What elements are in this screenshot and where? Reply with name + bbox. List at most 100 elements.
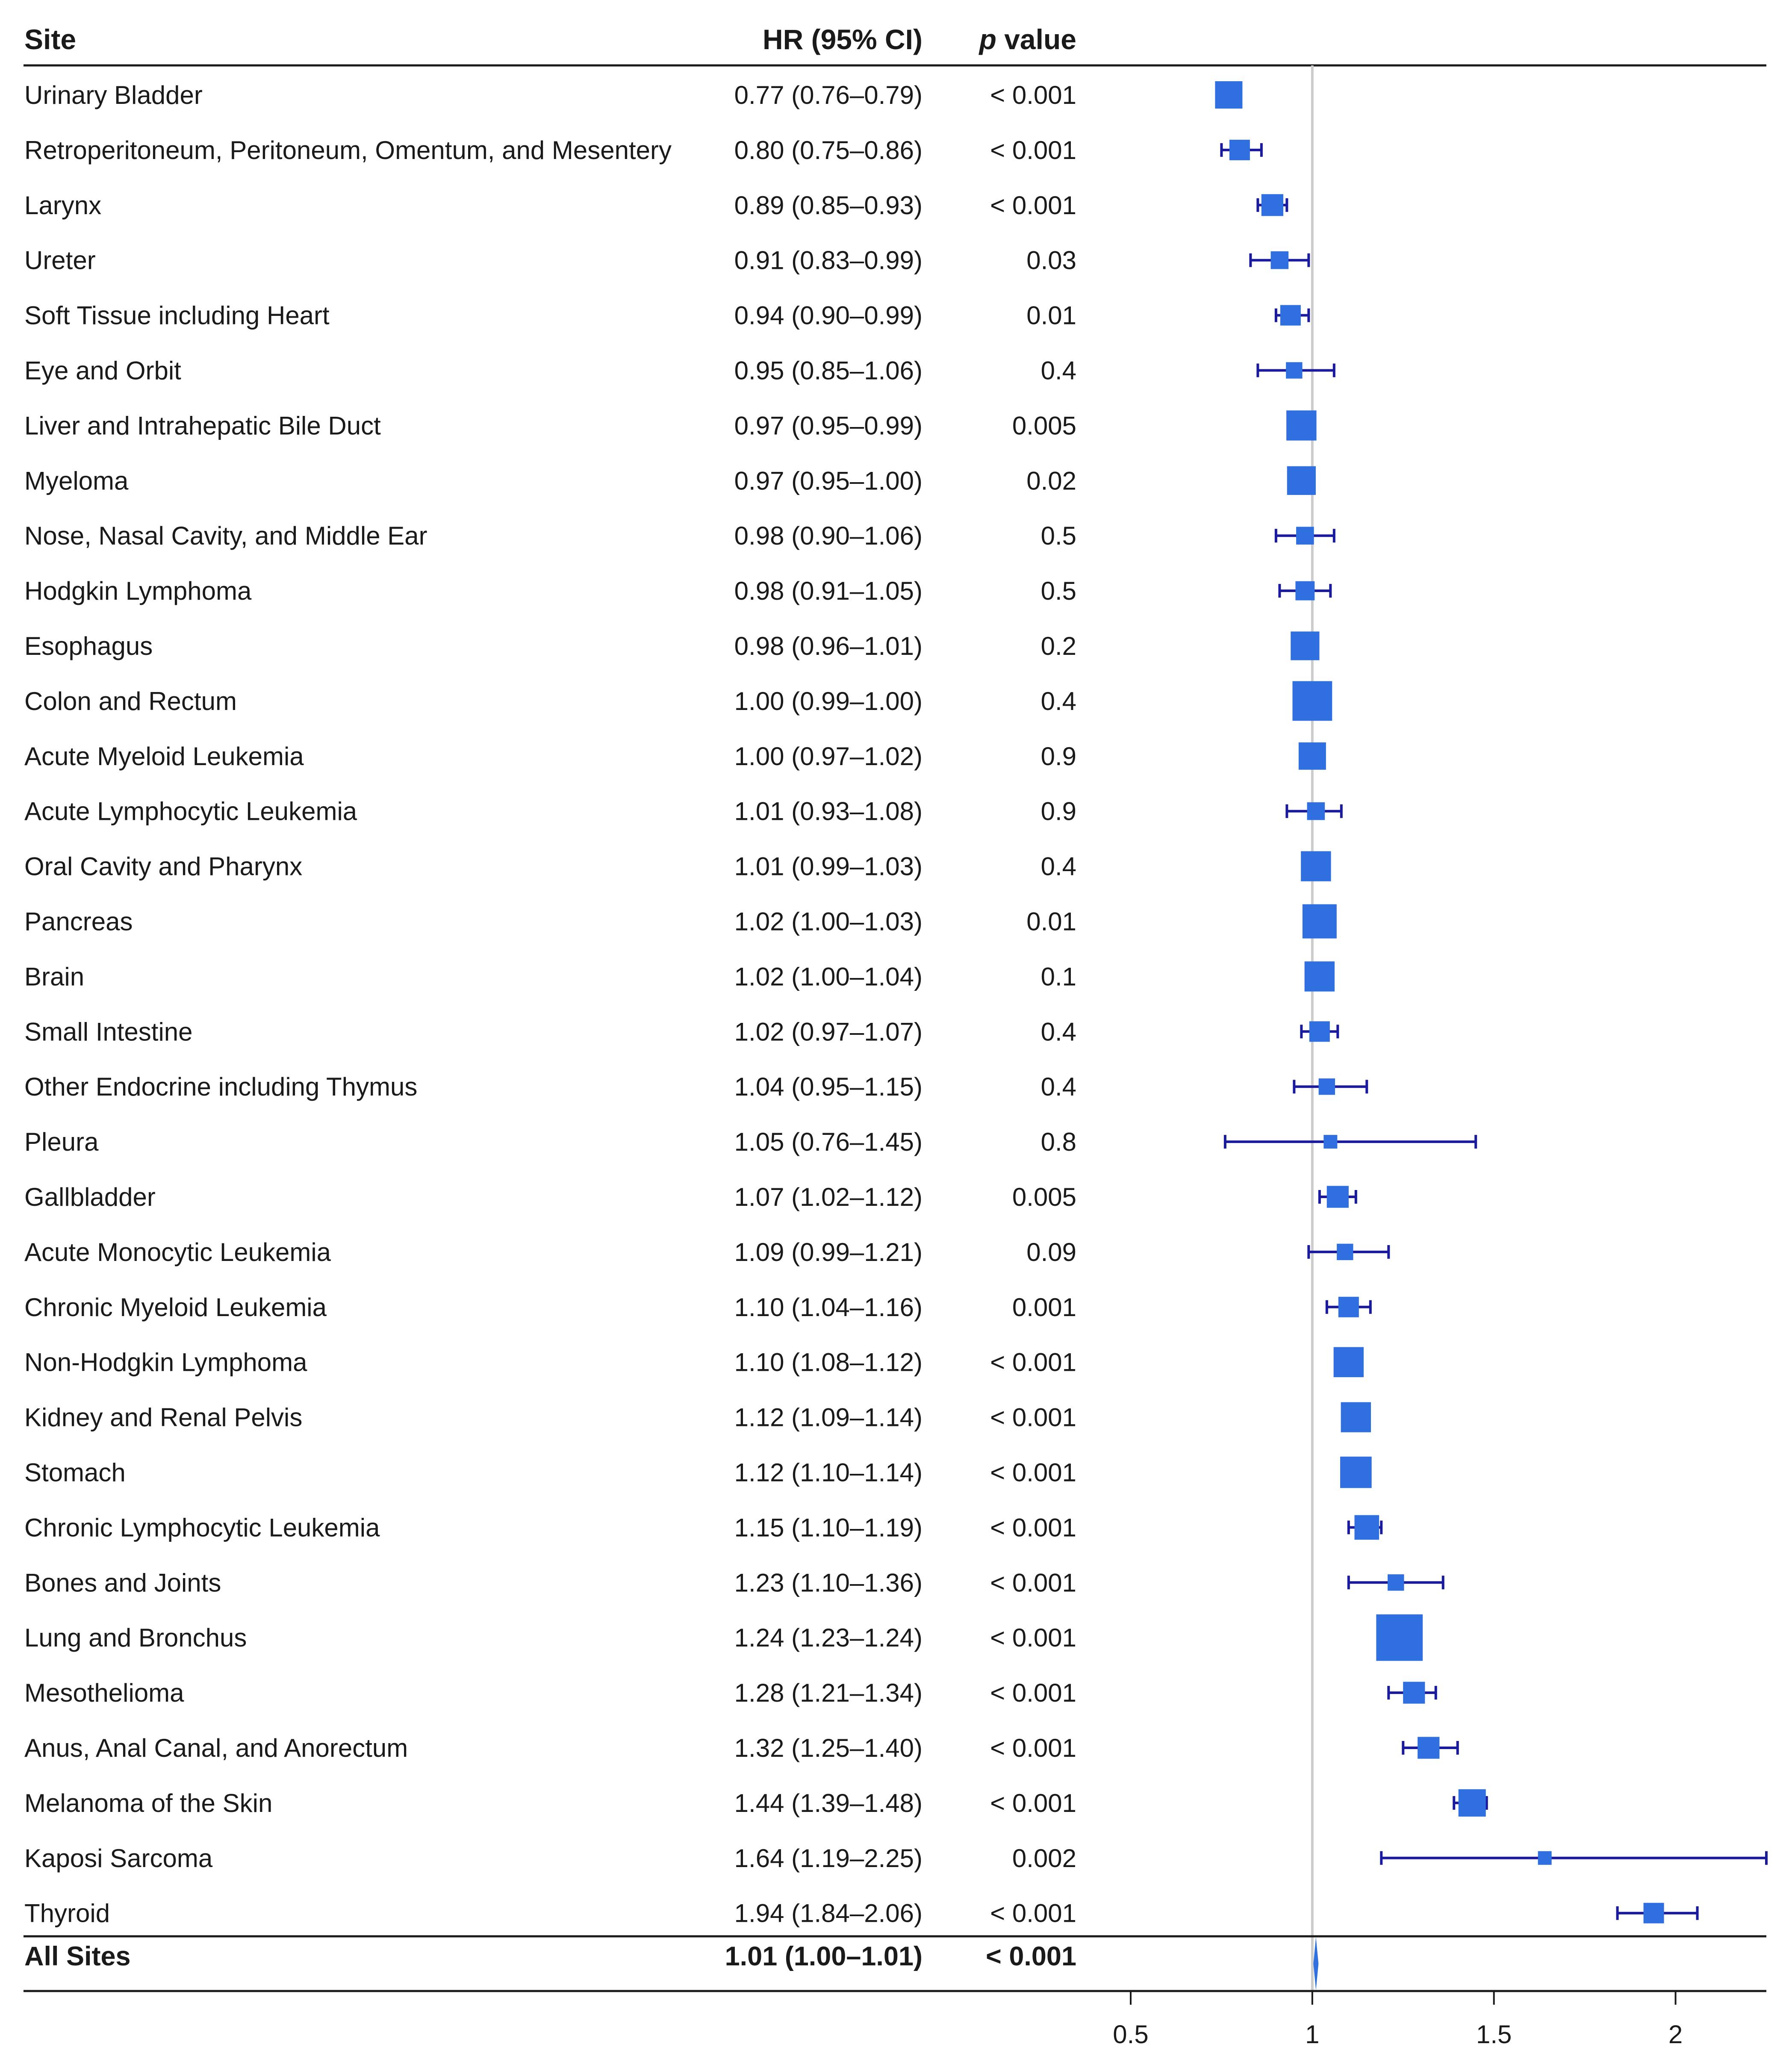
hr-point [1338, 1296, 1359, 1317]
row-site-label: Pancreas [24, 907, 133, 936]
row-p-value: 0.8 [1041, 1128, 1076, 1156]
row-p-value: 0.005 [1012, 411, 1076, 440]
row-site-label: Gallbladder [24, 1183, 156, 1211]
hr-point [1354, 1515, 1379, 1540]
row-p-value: 0.9 [1041, 797, 1076, 826]
row-p-value: < 0.001 [990, 1403, 1076, 1432]
hr-point [1326, 1186, 1349, 1208]
row-site-label: Myeloma [24, 466, 129, 495]
hr-point [1286, 362, 1303, 379]
row-hr-text: 1.07 (1.02–1.12) [734, 1183, 923, 1211]
row-site-label: Stomach [24, 1458, 126, 1487]
row-p-value: 0.09 [1026, 1238, 1076, 1267]
row-site-label: Urinary Bladder [24, 81, 203, 109]
row-hr-text: 1.04 (0.95–1.15) [734, 1072, 923, 1101]
header-p-value: p value [979, 24, 1076, 55]
row-p-value: < 0.001 [990, 81, 1076, 109]
header-hr: HR (95% CI) [763, 24, 923, 55]
row-site-label: Hodgkin Lymphoma [24, 577, 252, 605]
hr-point [1538, 1851, 1552, 1865]
row-site-label: Lung and Bronchus [24, 1623, 247, 1652]
row-hr-text: 0.97 (0.95–0.99) [734, 411, 923, 440]
header-site: Site [24, 24, 76, 55]
row-hr-text: 1.02 (1.00–1.03) [734, 907, 923, 936]
row-site-label: Chronic Myeloid Leukemia [24, 1293, 327, 1322]
row-p-value: 0.4 [1041, 1017, 1076, 1046]
row-site-label: Ureter [24, 246, 96, 275]
hr-point [1287, 466, 1316, 495]
row-site-label: Esophagus [24, 632, 153, 660]
hr-point [1292, 681, 1332, 721]
row-p-value: 0.005 [1012, 1183, 1076, 1211]
hr-point [1295, 581, 1315, 601]
row-hr-text: 1.00 (0.99–1.00) [734, 687, 923, 716]
row-hr-text: 1.94 (1.84–2.06) [734, 1899, 923, 1928]
row-hr-text: 0.95 (0.85–1.06) [734, 356, 923, 385]
row-site-label: Anus, Anal Canal, and Anorectum [24, 1734, 408, 1762]
hr-point [1286, 410, 1317, 441]
row-hr-text: 0.77 (0.76–0.79) [734, 81, 923, 109]
row-p-value: < 0.001 [990, 1568, 1076, 1597]
row-p-value: < 0.001 [990, 1789, 1076, 1817]
row-hr-text: 0.98 (0.96–1.01) [734, 632, 923, 660]
row-p-value: 0.03 [1026, 246, 1076, 275]
row-site-label: Chronic Lymphocytic Leukemia [24, 1513, 380, 1542]
row-site-label: Non-Hodgkin Lymphoma [24, 1348, 307, 1377]
row-p-value: < 0.001 [990, 1899, 1076, 1928]
row-p-value: 0.4 [1041, 1072, 1076, 1101]
row-hr-text: 0.94 (0.90–0.99) [734, 301, 923, 330]
row-hr-text: 1.01 (0.93–1.08) [734, 797, 923, 826]
row-site-label: Eye and Orbit [24, 356, 181, 385]
row-p-value: 0.9 [1041, 742, 1076, 771]
row-site-label: Pleura [24, 1128, 99, 1156]
row-hr-text: 1.10 (1.08–1.12) [734, 1348, 923, 1377]
row-site-label: Acute Myeloid Leukemia [24, 742, 304, 771]
hr-point [1458, 1789, 1486, 1817]
summary-site: All Sites [24, 1941, 131, 1971]
row-site-label: Soft Tissue including Heart [24, 301, 330, 330]
hr-point [1309, 1021, 1330, 1042]
x-tick-label: 1.5 [1476, 2020, 1512, 2049]
row-site-label: Acute Lymphocytic Leukemia [24, 797, 357, 826]
row-hr-text: 1.24 (1.23–1.24) [734, 1623, 923, 1652]
hr-point [1643, 1903, 1664, 1923]
header-p-italic: p [979, 24, 996, 55]
row-site-label: Melanoma of the Skin [24, 1789, 272, 1817]
row-hr-text: 1.15 (1.10–1.19) [734, 1513, 923, 1542]
row-site-label: Kidney and Renal Pelvis [24, 1403, 302, 1432]
summary-hr-text: 1.01 (1.00–1.01) [725, 1941, 923, 1971]
row-hr-text: 1.01 (0.99–1.03) [734, 852, 923, 881]
row-hr-text: 1.12 (1.10–1.14) [734, 1458, 923, 1487]
row-hr-text: 1.32 (1.25–1.40) [734, 1734, 923, 1762]
hr-point [1337, 1243, 1353, 1261]
row-p-value: < 0.001 [990, 1458, 1076, 1487]
row-hr-text: 1.64 (1.19–2.25) [734, 1844, 923, 1873]
hr-point [1298, 742, 1326, 770]
hr-point [1340, 1456, 1372, 1488]
row-hr-text: 1.02 (1.00–1.04) [734, 962, 923, 991]
x-tick-label: 2 [1668, 2020, 1683, 2049]
hr-point [1376, 1614, 1423, 1661]
row-site-label: Brain [24, 962, 84, 991]
row-site-label: Nose, Nasal Cavity, and Middle Ear [24, 521, 427, 550]
hr-point [1403, 1682, 1425, 1704]
hr-point [1229, 139, 1250, 160]
rows-layer: Urinary Bladder 0.77 (0.76–0.79) < 0.001 Re… [24, 81, 1768, 1928]
hr-point [1261, 194, 1283, 216]
row-hr-text: 1.10 (1.04–1.16) [734, 1293, 923, 1322]
hr-point [1215, 81, 1243, 109]
row-site-label: Mesothelioma [24, 1679, 184, 1707]
row-p-value: 0.4 [1041, 852, 1076, 881]
hr-point [1280, 305, 1301, 326]
row-p-value: 0.4 [1041, 356, 1076, 385]
row-hr-text: 0.98 (0.90–1.06) [734, 521, 923, 550]
hr-point [1270, 251, 1289, 269]
row-p-value: < 0.001 [990, 1623, 1076, 1652]
row-p-value: 0.2 [1041, 632, 1076, 660]
row-hr-text: 0.98 (0.91–1.05) [734, 577, 923, 605]
hr-point [1341, 1402, 1371, 1432]
hr-point [1323, 1135, 1338, 1149]
row-hr-text: 1.44 (1.39–1.48) [734, 1789, 923, 1817]
row-hr-text: 1.02 (0.97–1.07) [734, 1017, 923, 1046]
